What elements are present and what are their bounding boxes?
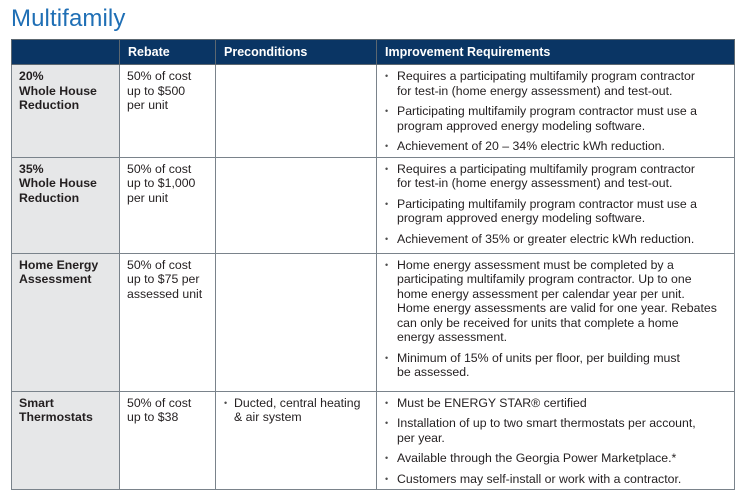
requirements-list: Requires a participating multifamily pro… (384, 69, 727, 154)
category-cell: 20% Whole House Reduction (11, 64, 120, 158)
preconditions-cell (215, 156, 377, 254)
rebate-value: 50% of cost up to $500 per unit (127, 69, 192, 112)
category-cell: 35% Whole House Reduction (11, 156, 120, 254)
category-label: Home Energy Assessment (19, 257, 99, 287)
preconditions-cell (215, 252, 377, 392)
requirement-item: Installation of up to two smart thermost… (384, 416, 727, 445)
preconditions-cell: Ducted, central heating & air system (215, 390, 377, 490)
table-header-row: Rebate Preconditions Improvement Require… (11, 39, 735, 65)
header-improvement-requirements: Improvement Requirements (376, 39, 735, 65)
rebate-cell: 50% of cost up to $500 per unit (119, 64, 216, 158)
page-title: Multifamily (11, 5, 126, 32)
category-label: 20% Whole House Reduction (19, 69, 97, 112)
requirements-list: Home energy assessment must be completed… (384, 258, 727, 380)
header-rebate: Rebate (119, 39, 216, 65)
header-preconditions: Preconditions (215, 39, 377, 65)
category-label: 35% Whole House Reduction (19, 161, 97, 205)
category-cell: Smart Thermostats (11, 390, 120, 490)
requirements-cell: Home energy assessment must be completed… (376, 252, 735, 392)
requirement-item: Participating multifamily program contra… (384, 104, 727, 133)
preconditions-list: Ducted, central heating & air system (223, 396, 369, 425)
requirement-item: Requires a participating multifamily pro… (384, 162, 727, 191)
requirement-item: Achievement of 35% or greater electric k… (384, 232, 727, 247)
requirements-cell: Requires a participating multifamily pro… (376, 156, 735, 254)
requirement-item: Requires a participating multifamily pro… (384, 69, 727, 98)
requirement-item: Customers may self-install or work with … (384, 472, 727, 487)
header-category (11, 39, 120, 65)
requirement-item: Achievement of 20 – 34% electric kWh red… (384, 139, 727, 154)
preconditions-cell (215, 64, 377, 158)
rebate-table: Rebate Preconditions Improvement Require… (11, 39, 735, 490)
requirement-item: Minimum of 15% of units per floor, per b… (384, 351, 727, 380)
table-row: 35% Whole House Reduction 50% of cost up… (11, 156, 735, 254)
rebate-value: 50% of cost up to $1,000 per unit (127, 161, 196, 205)
requirements-list: Must be ENERGY STAR® certified Installat… (384, 396, 727, 487)
requirement-item: Available through the Georgia Power Mark… (384, 451, 727, 466)
rebate-cell: 50% of cost up to $38 (119, 390, 216, 490)
requirement-item: Must be ENERGY STAR® certified (384, 396, 727, 411)
table-row: 20% Whole House Reduction 50% of cost up… (11, 64, 735, 158)
table-row: Smart Thermostats 50% of cost up to $38 … (11, 390, 735, 490)
category-cell: Home Energy Assessment (11, 252, 120, 392)
requirements-cell: Must be ENERGY STAR® certified Installat… (376, 390, 735, 490)
table-row: Home Energy Assessment 50% of cost up to… (11, 252, 735, 392)
requirements-list: Requires a participating multifamily pro… (384, 162, 727, 247)
requirements-cell: Requires a participating multifamily pro… (376, 64, 735, 158)
precondition-item: Ducted, central heating & air system (223, 396, 369, 425)
rebate-cell: 50% of cost up to $1,000 per unit (119, 156, 216, 254)
category-label: Smart Thermostats (19, 395, 93, 425)
requirement-item: Participating multifamily program contra… (384, 197, 727, 226)
rebate-value: 50% of cost up to $38 (127, 395, 192, 425)
requirement-item: Home energy assessment must be completed… (384, 258, 727, 345)
rebate-cell: 50% of cost up to $75 per assessed unit (119, 252, 216, 392)
rebate-value: 50% of cost up to $75 per assessed unit (127, 257, 203, 301)
